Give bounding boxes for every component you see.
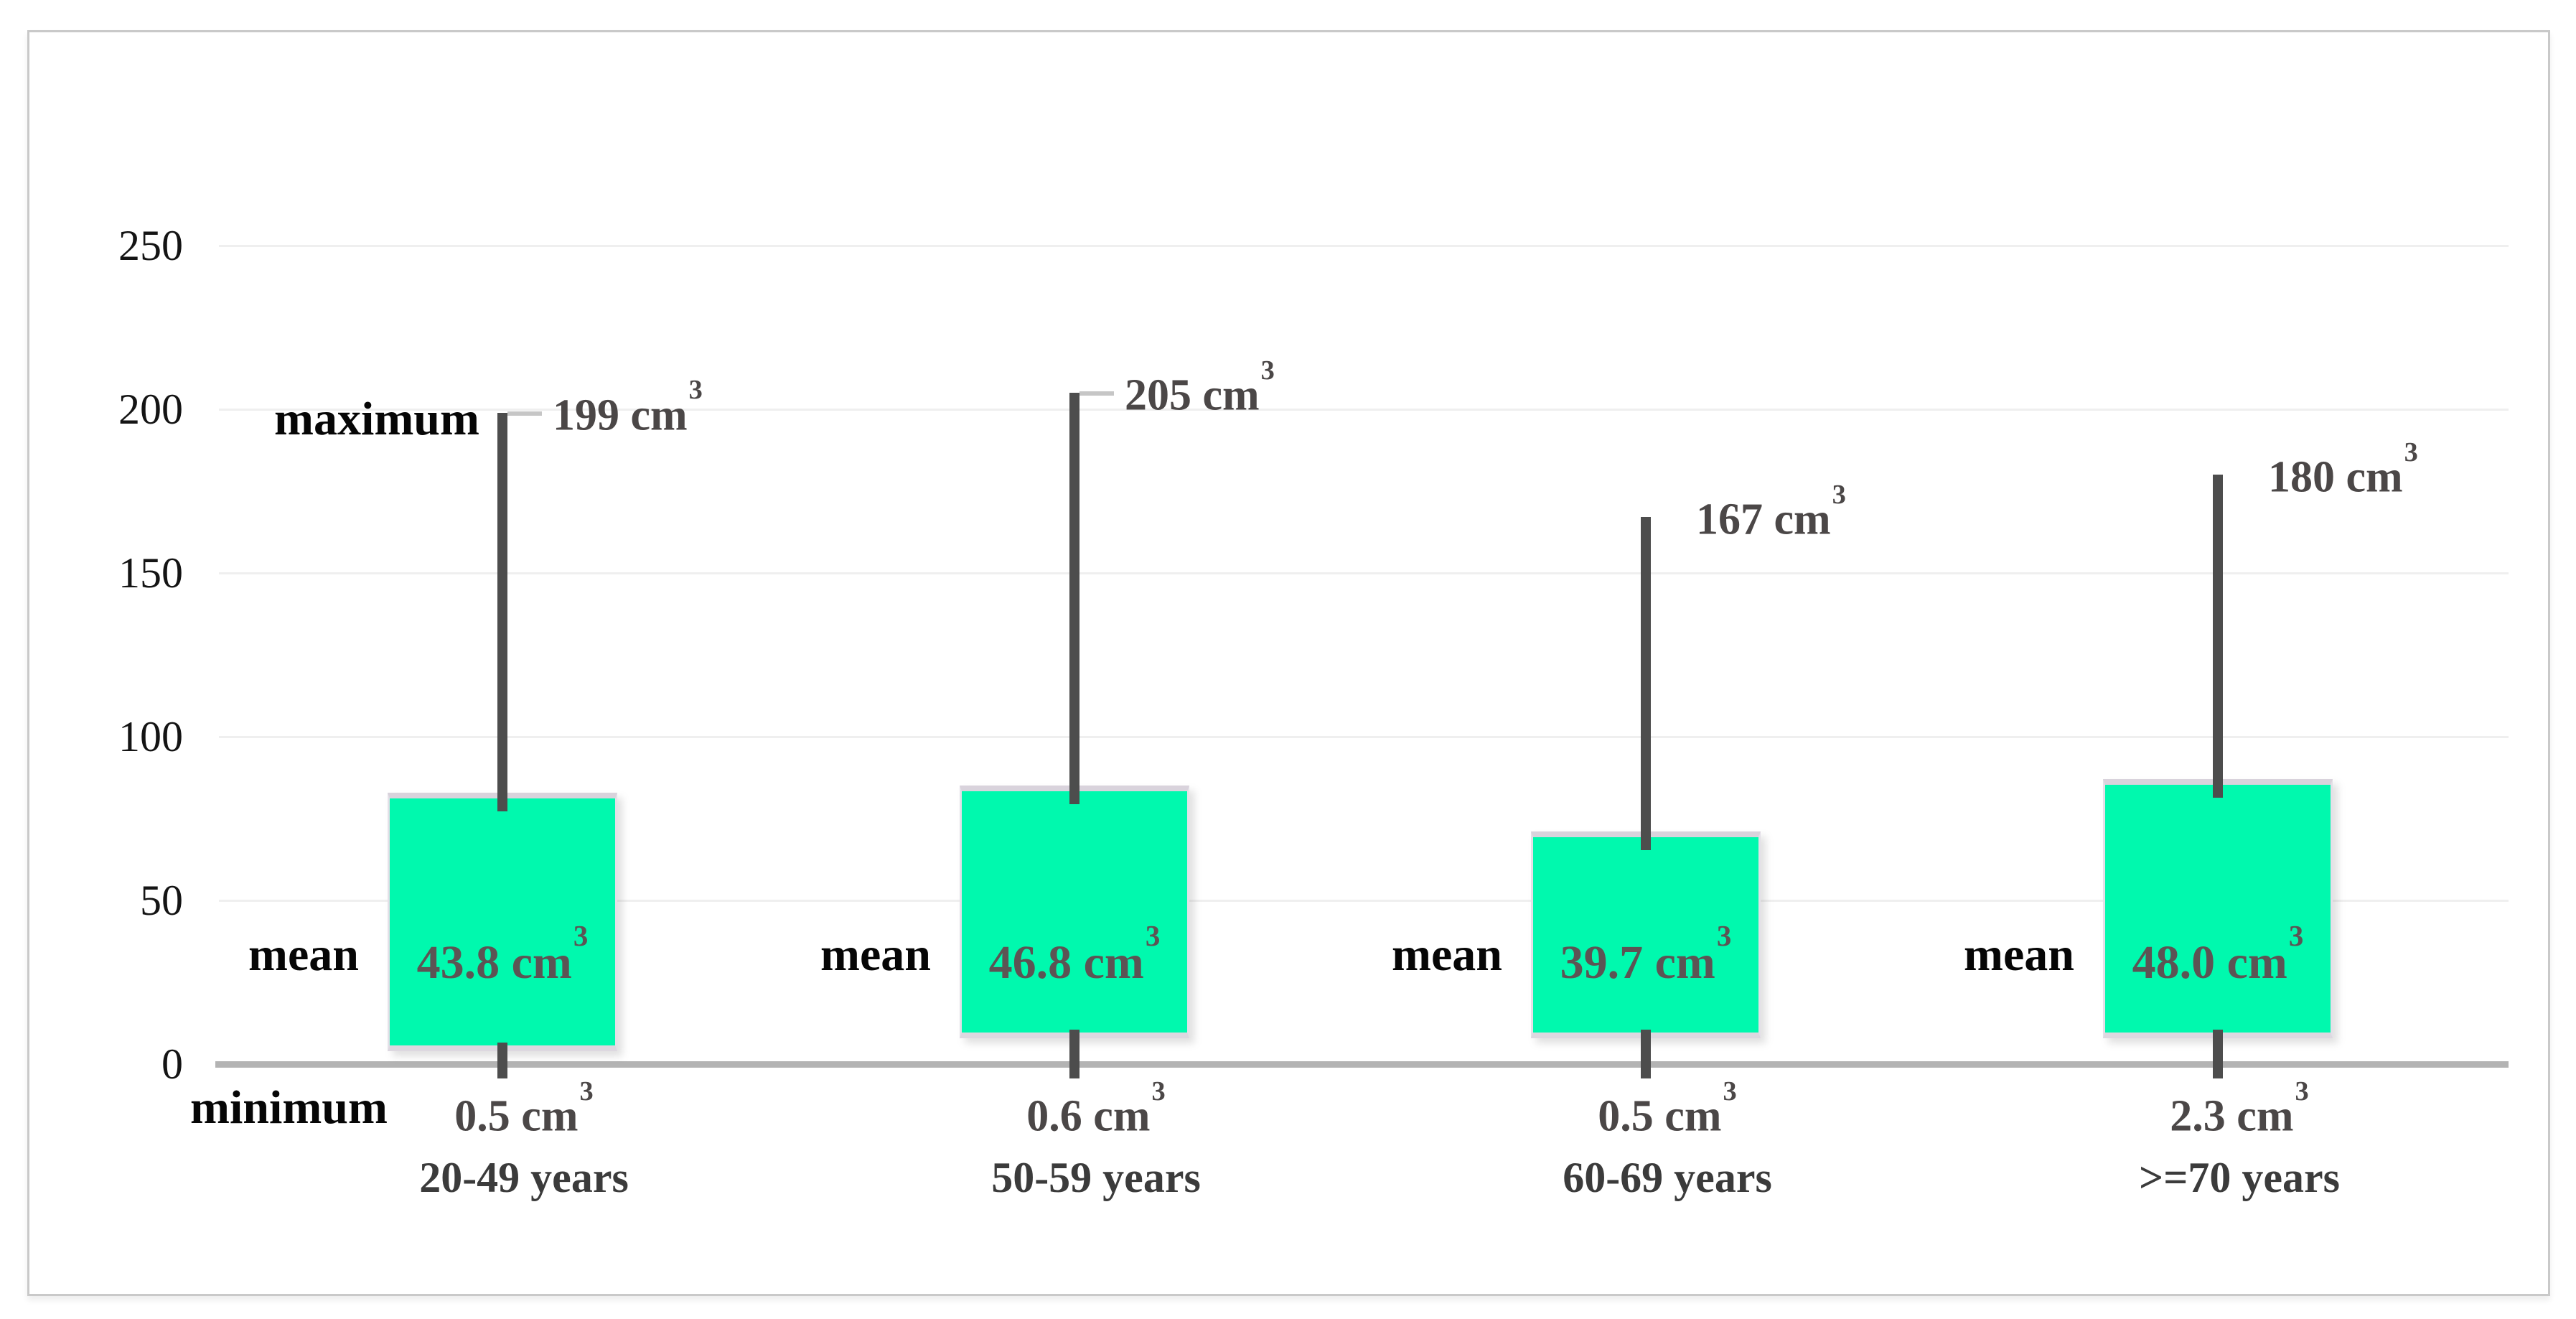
- max-value-label: 199 cm3: [553, 375, 703, 440]
- min-value-label: 0.5 cm3: [1598, 1076, 1737, 1141]
- y-axis-tick-label: 0: [161, 1040, 183, 1088]
- gridline-200: [219, 409, 2509, 411]
- upper-whisker-3: [1641, 517, 1651, 851]
- mean-value-label: 43.8 cm3: [416, 919, 589, 989]
- maximum-word-label: maximum: [274, 392, 479, 445]
- y-axis-tick-label: 200: [118, 386, 183, 433]
- box-1: [388, 792, 617, 1051]
- y-axis-tick-label: 250: [118, 222, 183, 269]
- mean-value-label: 46.8 cm3: [988, 919, 1161, 989]
- category-label: 20-49 years: [419, 1154, 629, 1201]
- superscript-3: 3: [688, 375, 703, 406]
- superscript-3: 3: [1151, 1076, 1166, 1106]
- gridline-250: [219, 245, 2509, 247]
- mean-word-label: mean: [1964, 928, 2074, 981]
- max-value-label: 167 cm3: [1696, 480, 1846, 545]
- superscript-3: 3: [573, 919, 589, 952]
- max-value-label: 205 cm3: [1125, 355, 1275, 420]
- superscript-3: 3: [1716, 919, 1732, 952]
- gridline-50: [219, 900, 2509, 902]
- gridline-100: [219, 736, 2509, 738]
- mean-value-label: 39.7 cm3: [1560, 919, 1732, 989]
- whisker-cap-1: [507, 411, 542, 416]
- min-value-label: 0.5 cm3: [454, 1076, 594, 1141]
- upper-whisker-1: [497, 412, 507, 811]
- mean-value-label: 48.0 cm3: [2132, 919, 2304, 989]
- upper-whisker-2: [1069, 393, 1079, 805]
- lower-whisker-2: [1069, 1029, 1079, 1078]
- superscript-3: 3: [1260, 355, 1275, 386]
- whisker-cap-2: [1079, 391, 1114, 396]
- box-4: [2103, 779, 2333, 1038]
- superscript-3: 3: [1723, 1076, 1737, 1106]
- mean-word-label: mean: [248, 928, 359, 981]
- lower-whisker-1: [497, 1042, 507, 1078]
- superscript-3: 3: [1145, 919, 1161, 952]
- min-value-label: 2.3 cm3: [2170, 1076, 2309, 1141]
- chart-frame: [27, 30, 2550, 1296]
- lower-whisker-4: [2213, 1029, 2223, 1078]
- superscript-3: 3: [2404, 437, 2418, 468]
- mean-word-label: mean: [1392, 928, 1502, 981]
- y-axis-tick-label: 100: [118, 713, 183, 760]
- x-axis-line: [215, 1061, 2509, 1068]
- gridline-150: [219, 572, 2509, 574]
- category-label: >=70 years: [2139, 1154, 2340, 1201]
- category-label: 50-59 years: [991, 1154, 1201, 1201]
- lower-whisker-3: [1641, 1029, 1651, 1078]
- y-axis-tick-label: 150: [118, 549, 183, 597]
- mean-word-label: mean: [820, 928, 931, 981]
- category-label: 60-69 years: [1563, 1154, 1772, 1201]
- max-value-label: 180 cm3: [2268, 437, 2418, 502]
- superscript-3: 3: [2295, 1076, 2309, 1106]
- upper-whisker-4: [2213, 475, 2223, 798]
- superscript-3: 3: [2288, 919, 2304, 952]
- min-value-label: 0.6 cm3: [1026, 1076, 1166, 1141]
- superscript-3: 3: [579, 1076, 594, 1106]
- minimum-word-label: minimum: [189, 1081, 388, 1134]
- superscript-3: 3: [1832, 480, 1846, 511]
- y-axis-tick-label: 50: [140, 877, 183, 924]
- box-2: [960, 786, 1189, 1038]
